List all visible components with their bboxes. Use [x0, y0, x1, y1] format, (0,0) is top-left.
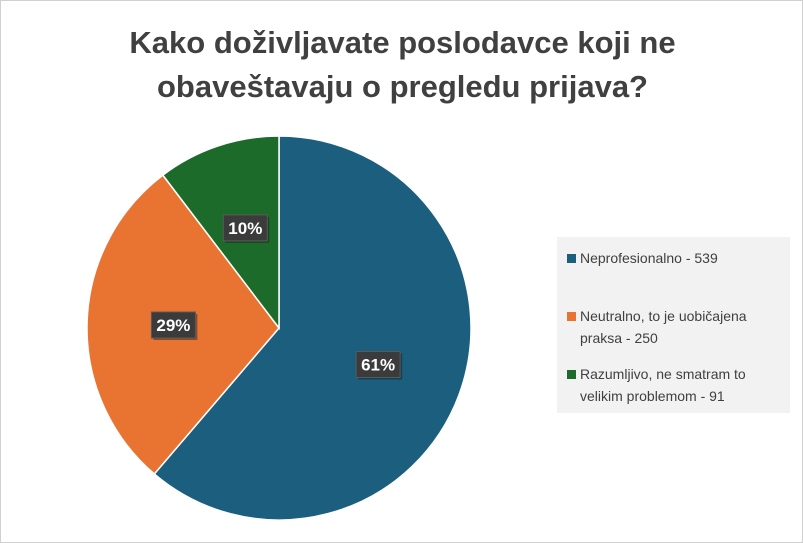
legend-label-neutralno: Neutralno, to je uobičajena praksa - 250 [580, 308, 747, 346]
legend-label-neprofesionalno: Neprofesionalno - 539 [580, 250, 718, 266]
data-label-0: 61% [355, 351, 403, 380]
legend-swatch-neprofesionalno [567, 254, 576, 263]
legend-swatch-razumljivo [567, 370, 576, 379]
legend-swatch-neutralno [567, 312, 576, 321]
legend-item-razumljivo: Razumljivo, ne smatram to velikim proble… [567, 363, 782, 407]
chart-title: Kako doživljavate poslodavce koji ne oba… [129, 25, 676, 104]
legend-label-razumljivo: Razumljivo, ne smatram to velikim proble… [580, 366, 746, 404]
data-label-1: 29% [150, 311, 198, 340]
svg-text:61%: 61% [361, 356, 395, 375]
svg-text:29%: 29% [156, 316, 190, 335]
pie-slice-0 [153, 135, 472, 521]
svg-text:10%: 10% [228, 219, 262, 238]
legend-item-neprofesionalno: Neprofesionalno - 539 [567, 247, 782, 269]
legend: Neprofesionalno - 539 Neutralno, to je u… [557, 237, 790, 413]
legend-item-neutralno: Neutralno, to je uobičajena praksa - 250 [567, 305, 782, 349]
pie-slice-2 [161, 135, 280, 331]
data-label-2: 10% [222, 214, 270, 243]
